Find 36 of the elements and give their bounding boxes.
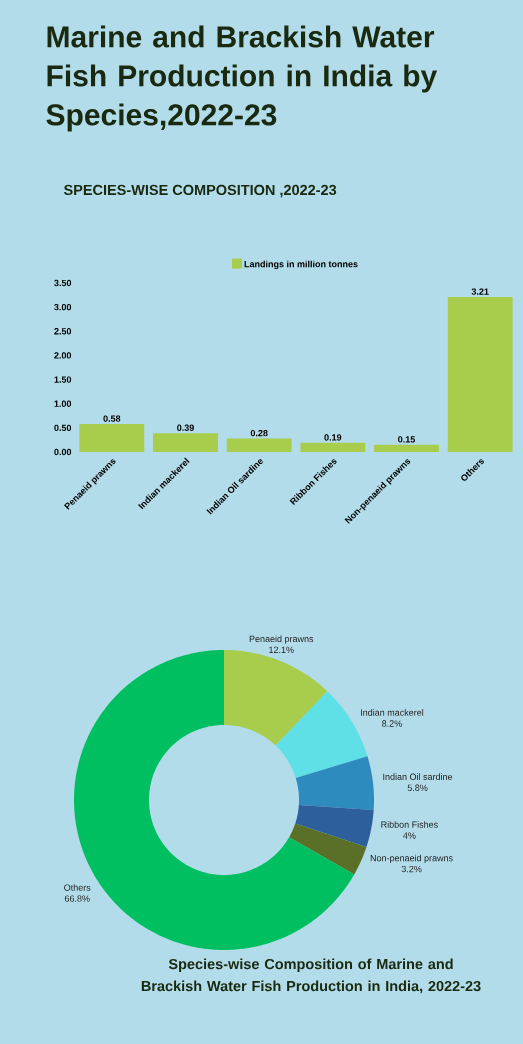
slice-label: Non-penaeid prawns bbox=[370, 854, 453, 864]
chart-subtitle: SPECIES-WISE COMPOSITION ,2022-23 bbox=[63, 184, 337, 198]
bar bbox=[374, 444, 439, 452]
data-label: 8.2% bbox=[382, 720, 402, 727]
y-tick-label: 1.50 bbox=[54, 376, 72, 383]
data-label: 0.28 bbox=[250, 429, 268, 437]
bar bbox=[447, 297, 513, 452]
slice-label: Indian Oil sardine bbox=[383, 773, 453, 780]
y-tick-label: 0.50 bbox=[54, 424, 72, 432]
data-label: 4% bbox=[403, 832, 416, 839]
y-tick-label: 1.00 bbox=[54, 400, 72, 407]
slice-label: Others bbox=[64, 884, 91, 891]
y-tick-label: 2.00 bbox=[54, 352, 72, 359]
bar bbox=[79, 423, 145, 452]
bar bbox=[153, 433, 218, 452]
slice-label: Penaeid prawns bbox=[249, 635, 314, 644]
y-tick-label: 3.00 bbox=[54, 303, 72, 311]
y-tick-label: 2.50 bbox=[54, 328, 72, 335]
y-tick-label: 3.50 bbox=[54, 279, 72, 287]
slice-label: Indian mackerel bbox=[361, 709, 424, 716]
data-label: 0.39 bbox=[177, 424, 194, 431]
data-label: 66.8% bbox=[64, 895, 90, 902]
slice-label: Ribbon Fishes bbox=[381, 821, 438, 828]
data-label: 5.8% bbox=[407, 784, 428, 791]
chart-title: Marine and Brackish Water Fish Production in India by Species,2022-23 bbox=[46, 25, 438, 132]
legend-label: Landings in million tonnes bbox=[244, 260, 358, 270]
data-label: 0.19 bbox=[324, 434, 342, 441]
bar bbox=[226, 438, 292, 452]
bar bbox=[300, 442, 366, 452]
data-label: 3.2% bbox=[401, 865, 422, 873]
data-label: 0.15 bbox=[398, 436, 415, 443]
text: Species-wise Composition of Marine and Brackish Water Fish Production in India, 2022-23 bbox=[141, 958, 481, 994]
data-label: 0.58 bbox=[103, 415, 121, 422]
data-label: 12.1% bbox=[269, 646, 294, 653]
y-tick-label: 0.00 bbox=[54, 448, 72, 456]
data-label: 3.21 bbox=[471, 288, 489, 295]
